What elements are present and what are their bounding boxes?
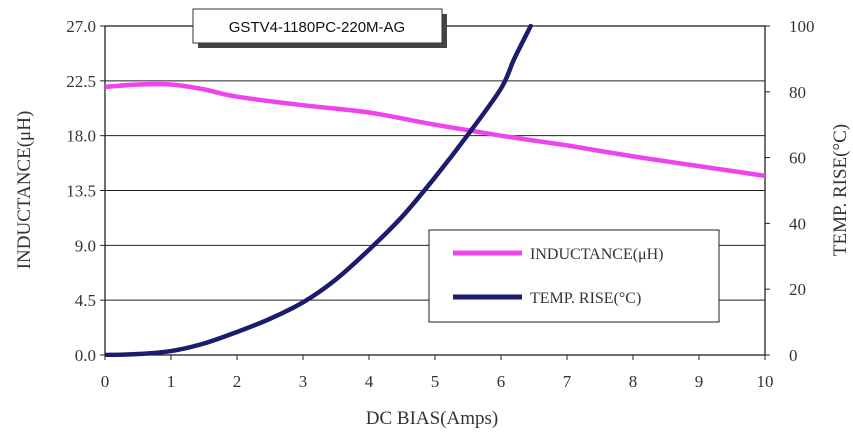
x-tick-label: 2 [233, 372, 242, 391]
y-left-tick-label: 13.5 [66, 182, 96, 201]
y-axis-right-title: TEMP. RISE(°C) [830, 124, 851, 256]
legend: INDUCTANCE(μH) TEMP. RISE(°C) [428, 229, 720, 323]
y-right-tick-label: 0 [789, 346, 798, 365]
y-right-tick-label: 100 [789, 17, 815, 36]
legend-frame [428, 229, 720, 323]
series-inductance-line [105, 81, 765, 179]
y-axis-left-title: INDUCTANCE(μH) [14, 111, 35, 270]
y-right-tick-label: 40 [789, 214, 806, 233]
y-right-tick-label: 80 [789, 83, 806, 102]
x-tick-label: 0 [101, 372, 110, 391]
legend-label-inductance: INDUCTANCE(μH) [530, 246, 664, 263]
tick-labels: 0.0 4.5 9.0 13.5 18.0 22.5 27.0 0 20 40 60 80 100 0 1 2… [66, 17, 814, 391]
y-right-tick-label: 60 [789, 149, 806, 168]
x-tick-label: 5 [431, 372, 440, 391]
x-tick-label: 3 [299, 372, 308, 391]
x-tick-label: 10 [757, 372, 774, 391]
y-left-tick-label: 0.0 [75, 346, 96, 365]
chart-title-box: GSTV4-1180PC-220M-AG [192, 8, 447, 48]
x-tick-label: 6 [497, 372, 506, 391]
series-group [105, 24, 765, 357]
x-tick-label: 4 [365, 372, 374, 391]
legend-label-temp-rise: TEMP. RISE(°C) [530, 290, 641, 307]
x-tick-label: 7 [563, 372, 572, 391]
title-box-frame [192, 8, 443, 44]
y-left-tick-label: 22.5 [66, 72, 96, 91]
y-right-tick-label: 20 [789, 280, 806, 299]
y-left-tick-label: 9.0 [75, 236, 96, 255]
x-tick-label: 8 [629, 372, 638, 391]
y-left-tick-label: 4.5 [75, 291, 96, 310]
chart-title: GSTV4-1180PC-220M-AG [229, 19, 405, 36]
series-temp-rise-line [105, 24, 533, 357]
x-tick-label: 9 [695, 372, 704, 391]
y-left-tick-label: 27.0 [66, 17, 96, 36]
y-left-tick-label: 18.0 [66, 127, 96, 146]
x-axis-title: DC BIAS(Amps) [366, 408, 498, 429]
x-tick-label: 1 [167, 372, 176, 391]
